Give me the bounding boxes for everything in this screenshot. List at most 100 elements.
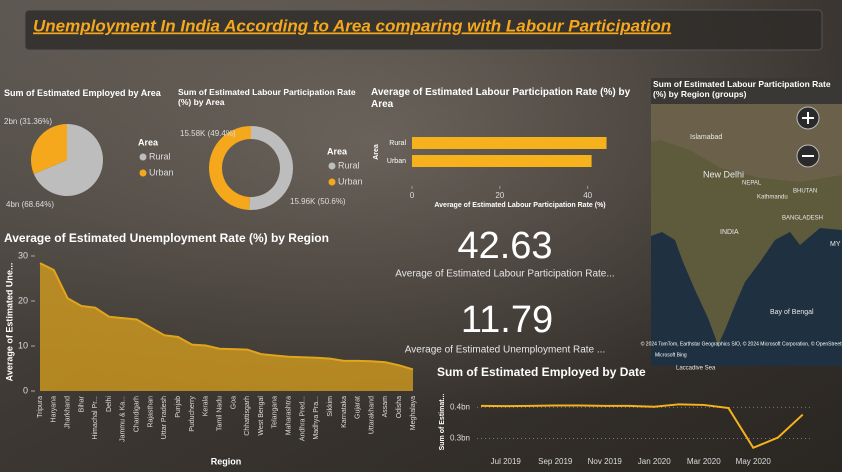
x-tick-label: Jan 2020 [638, 457, 671, 466]
map-mountains [651, 104, 842, 182]
map-place-label: Kathmandu [757, 195, 788, 201]
y-axis-label: Area [373, 144, 380, 160]
legend-title: Area [138, 137, 159, 147]
x-tick-label: Jul 2019 [491, 457, 522, 466]
pie-slice [30, 123, 67, 175]
legend-label: Rural [149, 151, 171, 161]
pie-slice [208, 126, 251, 210]
map-title: Sum of Estimated Labour Participation Ra… [653, 79, 831, 99]
x-tick-label: 0 [410, 191, 415, 200]
map-place-label: NEPAL [742, 181, 762, 187]
x-tick-label: Punjab [175, 396, 182, 418]
bar [412, 137, 607, 149]
y-tick-label: 30 [18, 250, 28, 260]
map-provider: Microsoft Bing [655, 352, 687, 358]
x-tick-label: Uttarakhand [368, 396, 375, 434]
x-tick-label: Tamil Nadu [216, 396, 223, 431]
chart-title: Average of Estimated Labour Participatio… [371, 87, 631, 110]
map-place-label: INDIA [720, 229, 739, 236]
x-tick-label: Odisha [396, 396, 403, 418]
x-tick-label: Madhya Pra... [313, 396, 320, 440]
legend-marker [139, 169, 147, 177]
x-tick-label: Karnataka [341, 396, 348, 428]
y-tick-label: Urban [387, 158, 406, 165]
chart-title: Sum of Estimated Employed by Area [4, 88, 161, 98]
x-tick-label: Kerala [203, 396, 210, 416]
y-tick-label: 0 [23, 385, 28, 395]
x-tick-label: Jammu & Ka... [120, 396, 127, 442]
y-axis-label: Sum of Estimat... [439, 394, 446, 451]
y-tick-label: Rural [389, 140, 406, 147]
x-tick-label: Andhra Pred... [299, 396, 306, 441]
line [480, 403, 804, 450]
x-axis-label: Average of Estimated Labour Participatio… [434, 202, 605, 209]
x-tick-label: Goa [230, 396, 237, 409]
map-place-label: New Delhi [703, 169, 744, 179]
data-label: 15.58K (49.4%) [180, 129, 236, 138]
x-tick-label: Gujarat [355, 396, 362, 419]
map-place-label: Islamabad [690, 134, 722, 141]
data-label: 15.96K (50.6%) [290, 197, 346, 206]
card-value: 11.79 [461, 299, 553, 341]
x-tick-label: Maharashtra [286, 396, 293, 435]
map-place-label: Bay of Bengal [770, 309, 814, 316]
x-tick-label: Delhi [106, 396, 113, 412]
legend-label: Urban [338, 176, 363, 186]
map-place-label: Laccadive Sea [676, 366, 716, 372]
title-box [24, 9, 823, 51]
x-tick-label: 20 [495, 191, 504, 200]
y-tick-label: 0.4bn [450, 403, 470, 412]
chart-title: Average of Estimated Unemployment Rate (… [4, 231, 329, 245]
x-tick-label: Sep 2019 [538, 457, 573, 466]
legend-label: Rural [338, 160, 360, 170]
x-tick-label: Sikkim [327, 396, 334, 417]
data-label: 4bn (68.64%) [6, 200, 54, 209]
x-tick-label: Tripura [37, 396, 44, 418]
card-value: 42.63 [457, 225, 552, 267]
x-tick-label: Jharkhand [64, 396, 71, 429]
x-tick-label: Himachal Pr... [92, 396, 99, 440]
map-place-label: BANGLADESH [782, 216, 823, 222]
y-tick-label: 20 [18, 295, 28, 305]
x-tick-label: Chandigarh [134, 396, 141, 432]
x-tick-label: Bihar [78, 395, 85, 412]
bar [412, 155, 592, 167]
legend-label: Urban [149, 167, 174, 177]
chart-title: Sum of Estimated Employed by Date [437, 365, 646, 379]
area [40, 263, 413, 391]
legend-marker [139, 153, 147, 161]
x-tick-label: Chhattisgarh [244, 396, 251, 436]
y-tick-label: 10 [18, 340, 28, 350]
map-place-label: BHUTAN [793, 189, 817, 195]
x-tick-label: Meghalaya [410, 396, 417, 430]
x-tick-label: Puducherry [189, 396, 196, 432]
x-tick-label: Assam [382, 396, 389, 418]
map-attribution: © 2024 TomTom, Earthstar Geographics SIO… [641, 340, 842, 347]
x-tick-label: 40 [583, 191, 592, 200]
x-tick-label: Uttar Pradesh [161, 396, 168, 439]
pie-slice [249, 126, 293, 211]
x-tick-label: Nov 2019 [588, 457, 623, 466]
x-tick-label: Telangana [272, 396, 279, 428]
dashboard-title: Unemployment In India According to Area … [33, 16, 671, 35]
legend-marker [328, 178, 336, 186]
chart-title: Sum of Estimated Labour Participation Ra… [178, 87, 356, 107]
area-line [39, 262, 414, 371]
card-label: Average of Estimated Unemployment Rate .… [405, 345, 605, 356]
x-tick-label: West Bengal [258, 396, 265, 436]
card-label: Average of Estimated Labour Participatio… [395, 269, 614, 280]
legend-marker [328, 162, 336, 170]
x-tick-label: Mar 2020 [687, 457, 721, 466]
x-tick-label: May 2020 [736, 457, 772, 466]
y-axis-label: Average of Estimated Une... [4, 263, 14, 382]
data-label: 2bn (31.36%) [4, 117, 52, 126]
x-tick-label: Rajasthan [147, 396, 154, 428]
legend-title: Area [327, 146, 348, 156]
pie-slice [33, 124, 103, 196]
x-tick-label: Haryana [51, 396, 58, 423]
x-axis-label: Region [211, 456, 242, 466]
map-place-label: MY [830, 241, 841, 248]
y-tick-label: 0.3bn [450, 434, 470, 443]
